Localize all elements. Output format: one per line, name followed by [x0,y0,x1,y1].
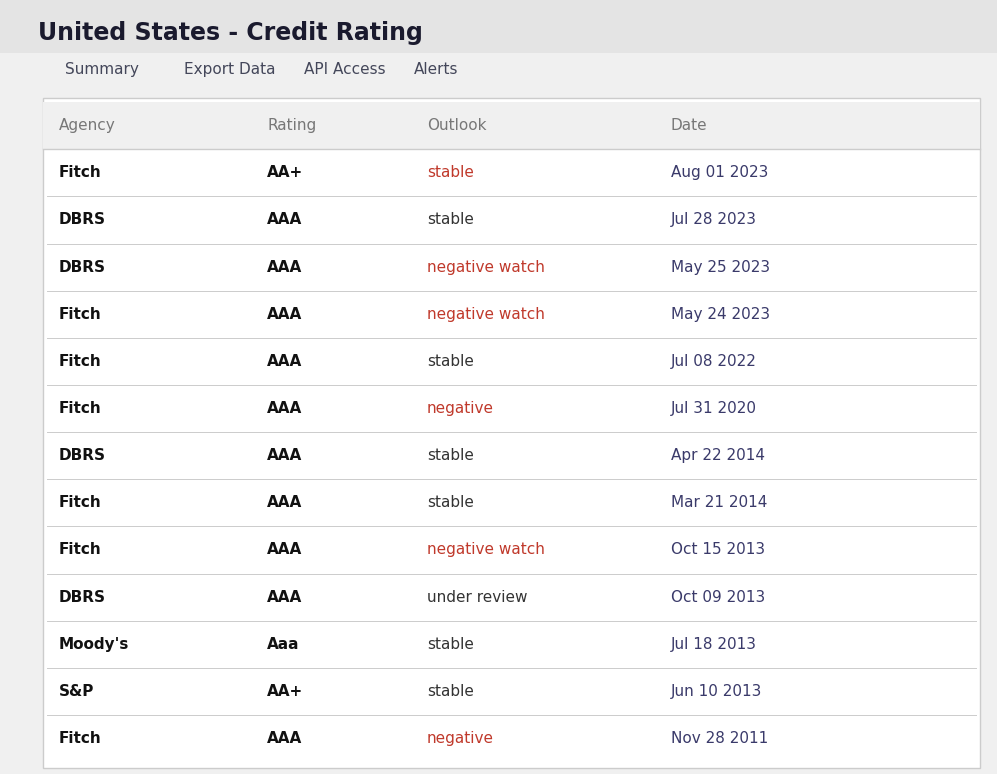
Text: Oct 09 2013: Oct 09 2013 [671,590,766,604]
Text: stable: stable [427,448,474,463]
Text: Fitch: Fitch [59,166,102,180]
Text: AA+: AA+ [267,684,303,699]
Text: stable: stable [427,166,474,180]
Text: AAA: AAA [267,543,302,557]
Text: Fitch: Fitch [59,495,102,510]
Text: Fitch: Fitch [59,354,102,369]
Text: AAA: AAA [267,590,302,604]
Text: Jul 28 2023: Jul 28 2023 [671,212,757,228]
Text: negative watch: negative watch [427,307,544,322]
Text: May 24 2023: May 24 2023 [671,307,770,322]
Text: Moody's: Moody's [59,637,130,652]
FancyBboxPatch shape [0,53,997,95]
FancyBboxPatch shape [43,102,980,149]
Text: United States - Credit Rating: United States - Credit Rating [38,21,423,46]
Text: stable: stable [427,212,474,228]
Text: stable: stable [427,684,474,699]
Text: Agency: Agency [59,118,116,133]
Text: stable: stable [427,637,474,652]
Text: Aaa: Aaa [267,637,300,652]
Text: stable: stable [427,354,474,369]
Text: DBRS: DBRS [59,448,106,463]
Text: Jul 18 2013: Jul 18 2013 [671,637,757,652]
Text: negative watch: negative watch [427,543,544,557]
Text: negative: negative [427,401,494,416]
Text: AA+: AA+ [267,166,303,180]
Text: Jun 10 2013: Jun 10 2013 [671,684,763,699]
Text: May 25 2023: May 25 2023 [671,259,770,275]
Text: Oct 15 2013: Oct 15 2013 [671,543,765,557]
Text: AAA: AAA [267,307,302,322]
Text: AAA: AAA [267,401,302,416]
Text: Summary: Summary [65,62,139,77]
Text: AAA: AAA [267,259,302,275]
Text: Fitch: Fitch [59,307,102,322]
Text: AAA: AAA [267,495,302,510]
Text: stable: stable [427,495,474,510]
Text: Jul 08 2022: Jul 08 2022 [671,354,757,369]
Text: AAA: AAA [267,731,302,746]
Text: negative: negative [427,731,494,746]
Text: Rating: Rating [267,118,316,133]
Text: Aug 01 2023: Aug 01 2023 [671,166,769,180]
Text: Fitch: Fitch [59,401,102,416]
Text: DBRS: DBRS [59,259,106,275]
Text: Date: Date [671,118,708,133]
Text: DBRS: DBRS [59,590,106,604]
Text: Fitch: Fitch [59,543,102,557]
Text: Fitch: Fitch [59,731,102,746]
Text: under review: under review [427,590,527,604]
Text: Export Data: Export Data [184,62,276,77]
Text: DBRS: DBRS [59,212,106,228]
FancyBboxPatch shape [43,98,980,768]
FancyBboxPatch shape [0,0,997,53]
Text: Jul 31 2020: Jul 31 2020 [671,401,757,416]
Text: Apr 22 2014: Apr 22 2014 [671,448,765,463]
Text: Outlook: Outlook [427,118,487,133]
Text: negative watch: negative watch [427,259,544,275]
Text: Alerts: Alerts [414,62,459,77]
Text: API Access: API Access [304,62,386,77]
Text: AAA: AAA [267,354,302,369]
Text: Mar 21 2014: Mar 21 2014 [671,495,768,510]
Text: S&P: S&P [59,684,94,699]
Text: AAA: AAA [267,448,302,463]
Text: Nov 28 2011: Nov 28 2011 [671,731,769,746]
Text: AAA: AAA [267,212,302,228]
